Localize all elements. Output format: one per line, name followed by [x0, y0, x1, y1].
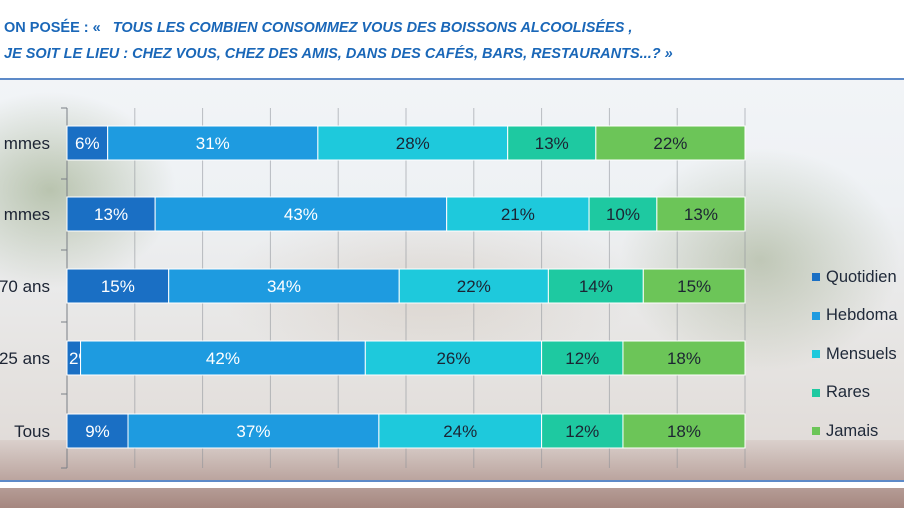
bar-segment: [317, 125, 509, 161]
category-label: mmes: [4, 205, 50, 224]
bar-segment: [398, 268, 549, 304]
data-label: 9%: [85, 422, 110, 441]
legend-item: Quotidien: [812, 258, 904, 297]
data-label: 22%: [653, 134, 687, 153]
bar-segment: [66, 196, 156, 232]
data-label: 26%: [436, 349, 470, 368]
data-label: 21%: [501, 205, 535, 224]
legend-item: Jamais: [812, 412, 904, 451]
bar-segment: [378, 413, 543, 449]
title-prefix: ON POSÉE : «: [4, 20, 101, 36]
chart-legend: Quotidien Hebdoma Mensuels Rares Jamais: [812, 258, 904, 451]
data-label: 24%: [443, 422, 477, 441]
data-label: 12%: [565, 349, 599, 368]
bar-segment: [107, 125, 319, 161]
data-label: 13%: [535, 134, 569, 153]
legend-label: Mensuels: [826, 344, 897, 363]
legend-item: Mensuels: [812, 335, 904, 374]
bar-segment: [622, 413, 746, 449]
bar-segment: [66, 413, 129, 449]
title-question: TOUS LES COMBIEN CONSOMMEZ VOUS DES BOIS…: [112, 20, 633, 36]
legend-label: Jamais: [826, 421, 879, 440]
bar-segment: [66, 268, 170, 304]
bar-segment: [588, 196, 658, 232]
data-label: 22%: [457, 277, 491, 296]
title-line-2: JE SOIT LE LIEU : CHEZ VOUS, CHEZ DES AM…: [4, 46, 673, 62]
bar-segment: [446, 196, 590, 232]
data-label: 18%: [667, 422, 701, 441]
bar-segment: [622, 340, 746, 376]
bar-segment: [656, 196, 746, 232]
category-label: 70 ans: [0, 277, 50, 296]
category-label: 25 ans: [0, 349, 50, 368]
header-band: [0, 0, 904, 80]
bar-segment: [547, 268, 644, 304]
data-label: 13%: [94, 205, 128, 224]
data-label: 14%: [579, 277, 613, 296]
background-crowd: [0, 440, 904, 508]
bar-segment: [364, 340, 543, 376]
category-label: Tous: [14, 422, 50, 441]
data-label: 28%: [396, 134, 430, 153]
legend-label: Quotidien: [826, 267, 897, 286]
bar-segment: [642, 268, 746, 304]
bar-segment: [127, 413, 380, 449]
bar-segment: [541, 413, 624, 449]
bar-segment: [168, 268, 400, 304]
bar-segment: [541, 340, 624, 376]
chart-title: ON POSÉE : « TOUS LES COMBIEN CONSOMMEZ …: [4, 15, 894, 67]
data-label: 13%: [684, 205, 718, 224]
data-label: 6%: [75, 134, 100, 153]
legend-item: Rares: [812, 374, 904, 413]
legend-swatch: [812, 273, 820, 282]
legend-swatch: [812, 311, 820, 320]
data-label: 12%: [565, 422, 599, 441]
bar-segment: [154, 196, 448, 232]
data-label: 34%: [267, 277, 301, 296]
data-label: 15%: [677, 277, 711, 296]
header-divider: [0, 78, 904, 80]
legend-swatch: [812, 427, 820, 436]
footer-strip: [0, 482, 904, 488]
data-label: 42%: [206, 349, 240, 368]
legend-swatch: [812, 388, 820, 397]
category-label: mmes: [4, 134, 50, 153]
data-label: 15%: [101, 277, 135, 296]
bar-segment: [595, 125, 746, 161]
data-label: 18%: [667, 349, 701, 368]
legend-label: Hebdoma: [826, 306, 898, 325]
data-label: 37%: [236, 422, 270, 441]
bar-segment: [507, 125, 597, 161]
legend-swatch: [812, 350, 820, 359]
title-line-1: ON POSÉE : « TOUS LES COMBIEN CONSOMMEZ …: [4, 15, 894, 41]
data-label: 43%: [284, 205, 318, 224]
legend-item: Hebdoma: [812, 297, 904, 336]
data-label: 31%: [196, 134, 230, 153]
footer-divider: [0, 480, 904, 482]
legend-label: Rares: [826, 383, 871, 402]
data-label: 10%: [606, 205, 640, 224]
